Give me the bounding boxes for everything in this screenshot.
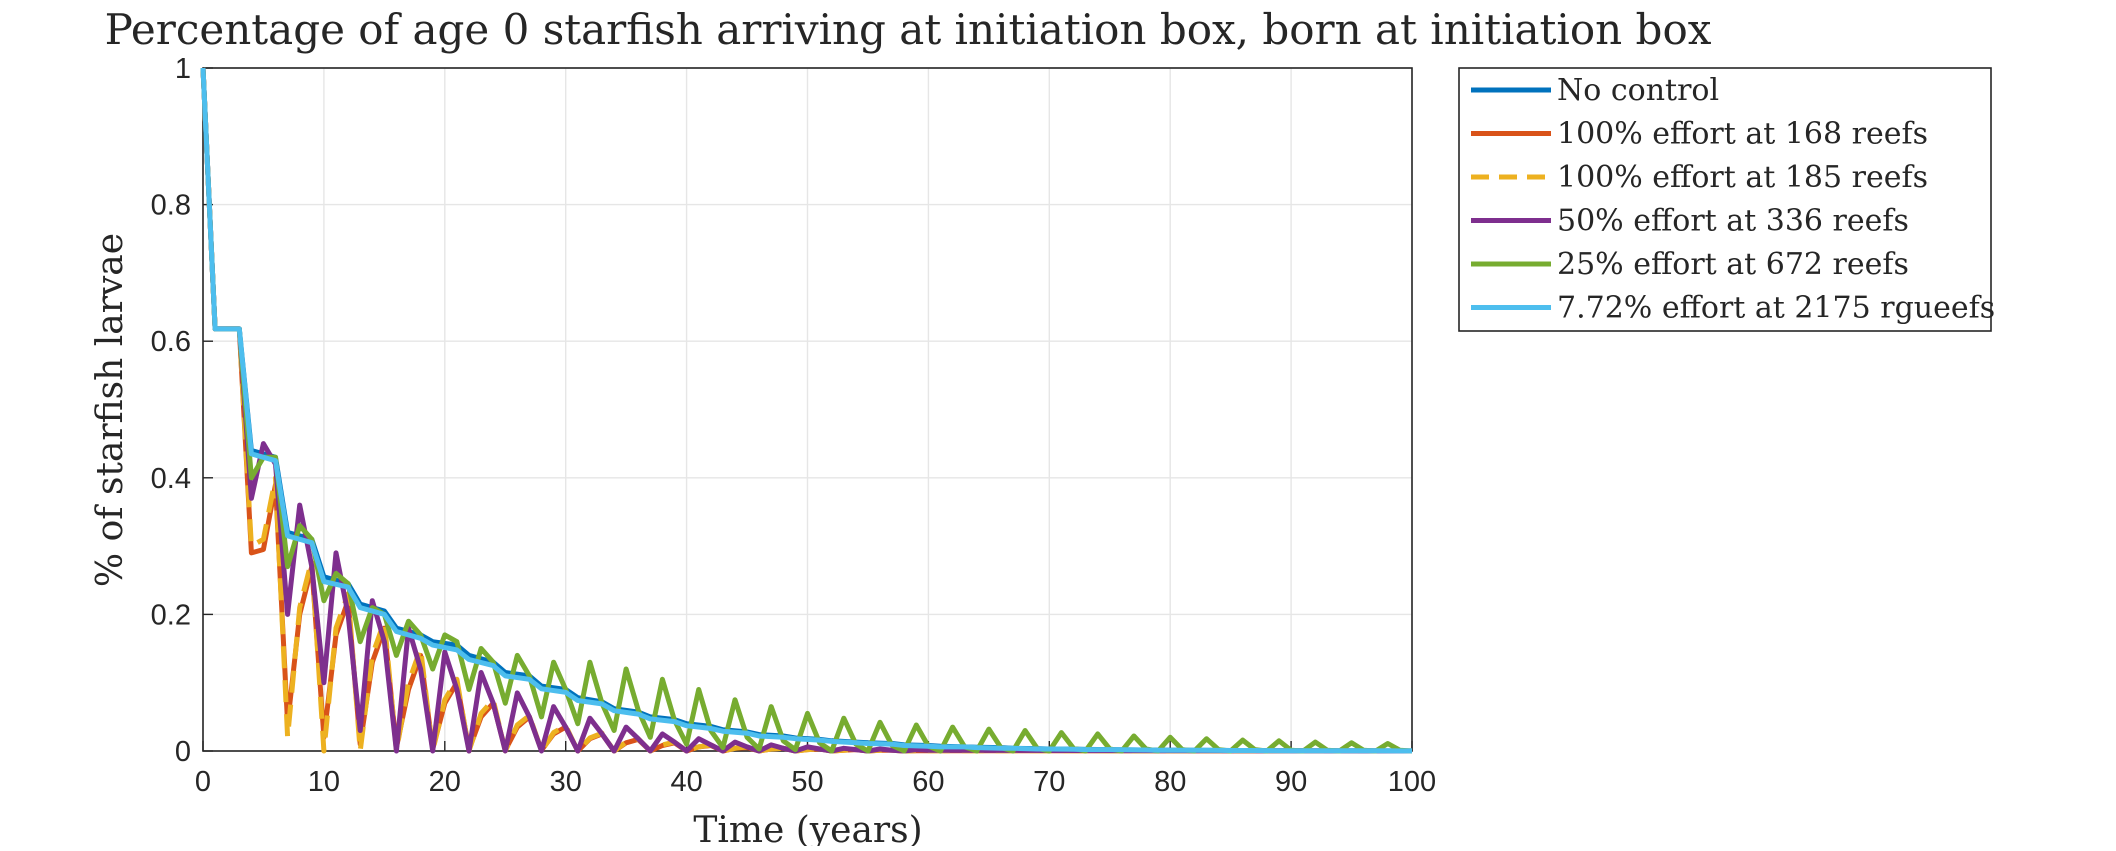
legend-label: 50% effort at 336 reefs	[1557, 204, 1909, 239]
legend-label: No control	[1557, 73, 1719, 108]
x-axis-label: Time (years)	[693, 810, 922, 846]
y-tick-label: 0	[175, 736, 191, 768]
y-axis-label: % of starfish larvae	[90, 233, 131, 587]
x-tick-label: 30	[550, 766, 582, 798]
x-tick-label: 60	[912, 766, 944, 798]
legend-label: 7.72% effort at 2175 rgueefs	[1557, 291, 1995, 326]
x-tick-label: 80	[1154, 766, 1186, 798]
series-line-6	[200, 67, 1413, 754]
x-tick-label: 10	[308, 766, 340, 798]
y-tick-label: 0.8	[151, 190, 191, 222]
legend-item-1[interactable]: No control	[1471, 73, 1719, 108]
x-tick-label: 100	[1388, 766, 1436, 798]
legend-label: 100% effort at 168 reefs	[1557, 117, 1928, 152]
legend-label: 100% effort at 185 reefs	[1557, 160, 1928, 195]
x-tick-label: 20	[429, 766, 461, 798]
y-tick-label: 0.4	[151, 463, 191, 495]
y-axis: 0 0.2 0.4 0.6 0.8 1	[151, 53, 213, 768]
series-lines	[200, 67, 1413, 754]
legend-item-2[interactable]: 100% effort at 168 reefs	[1471, 117, 1928, 152]
x-tick-label: 40	[670, 766, 702, 798]
y-tick-label: 1	[175, 53, 191, 85]
x-tick-label: 0	[195, 766, 211, 798]
legend[interactable]: No control 100% effort at 168 reefs 100% e…	[1458, 67, 1995, 332]
series-line-5	[200, 67, 1413, 754]
y-tick-label: 0.2	[151, 599, 191, 631]
chart-title: Percentage of age 0 starfish arriving at…	[105, 5, 1712, 54]
y-tick-label: 0.6	[151, 326, 191, 358]
x-tick-label: 90	[1275, 766, 1307, 798]
legend-item-4[interactable]: 50% effort at 336 reefs	[1471, 204, 1909, 239]
legend-item-3[interactable]: 100% effort at 185 reefs	[1471, 160, 1928, 195]
series-line-3	[200, 67, 1413, 754]
series-line-4	[200, 67, 1413, 754]
legend-box	[1458, 67, 1992, 332]
legend-item-6[interactable]: 7.72% effort at 2175 rgueefs	[1471, 291, 1995, 326]
x-tick-label: 70	[1033, 766, 1065, 798]
x-tick-label: 50	[791, 766, 823, 798]
legend-label: 25% effort at 672 reefs	[1557, 247, 1909, 282]
legend-item-5[interactable]: 25% effort at 672 reefs	[1471, 247, 1909, 282]
x-axis: 0 10 20 30 40 50 60 70 80 90 100	[195, 741, 1436, 798]
